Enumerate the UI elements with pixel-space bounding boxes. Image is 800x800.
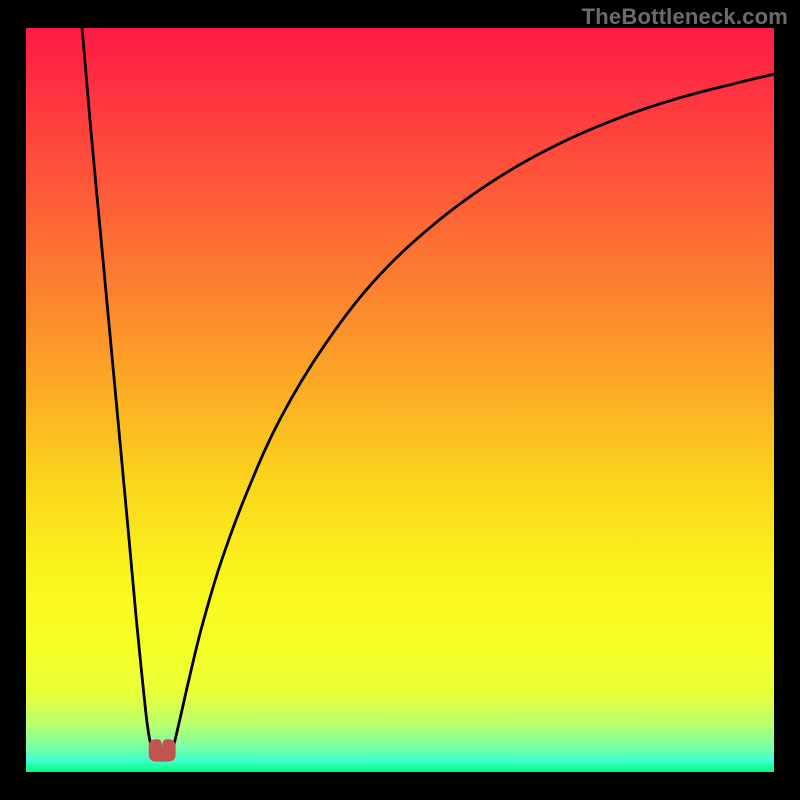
plot-area [26,28,774,772]
watermark-text: TheBottleneck.com [582,4,788,30]
chart-background [26,28,774,772]
stage: TheBottleneck.com [0,0,800,800]
chart-svg [26,28,774,772]
